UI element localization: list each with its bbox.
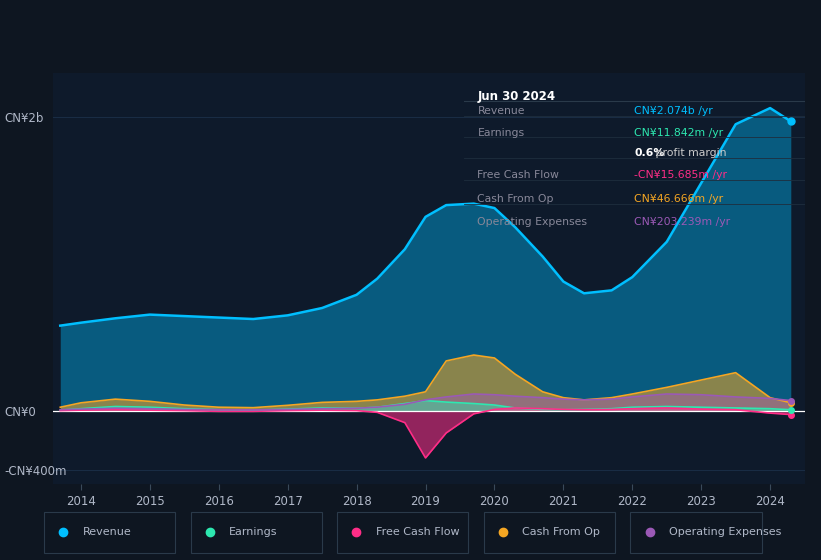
FancyBboxPatch shape: [337, 512, 469, 553]
Text: Free Cash Flow: Free Cash Flow: [478, 170, 559, 180]
Text: Earnings: Earnings: [478, 128, 525, 138]
FancyBboxPatch shape: [484, 512, 615, 553]
Text: Revenue: Revenue: [478, 106, 525, 116]
Text: Revenue: Revenue: [83, 527, 131, 537]
FancyBboxPatch shape: [190, 512, 322, 553]
Text: -CN¥15.685m /yr: -CN¥15.685m /yr: [635, 170, 727, 180]
FancyBboxPatch shape: [44, 512, 175, 553]
Text: CN¥11.842m /yr: CN¥11.842m /yr: [635, 128, 723, 138]
FancyBboxPatch shape: [631, 512, 762, 553]
Text: Operating Expenses: Operating Expenses: [478, 217, 588, 227]
Text: CN¥203.239m /yr: CN¥203.239m /yr: [635, 217, 731, 227]
Text: Cash From Op: Cash From Op: [478, 194, 554, 204]
Text: Earnings: Earnings: [229, 527, 277, 537]
Text: Jun 30 2024: Jun 30 2024: [478, 90, 556, 104]
Text: 0.6%: 0.6%: [635, 148, 664, 158]
Text: CN¥2.074b /yr: CN¥2.074b /yr: [635, 106, 713, 116]
Text: CN¥46.666m /yr: CN¥46.666m /yr: [635, 194, 723, 204]
Text: Free Cash Flow: Free Cash Flow: [376, 527, 460, 537]
Text: profit margin: profit margin: [652, 148, 727, 158]
Text: Operating Expenses: Operating Expenses: [669, 527, 782, 537]
Text: Cash From Op: Cash From Op: [522, 527, 600, 537]
